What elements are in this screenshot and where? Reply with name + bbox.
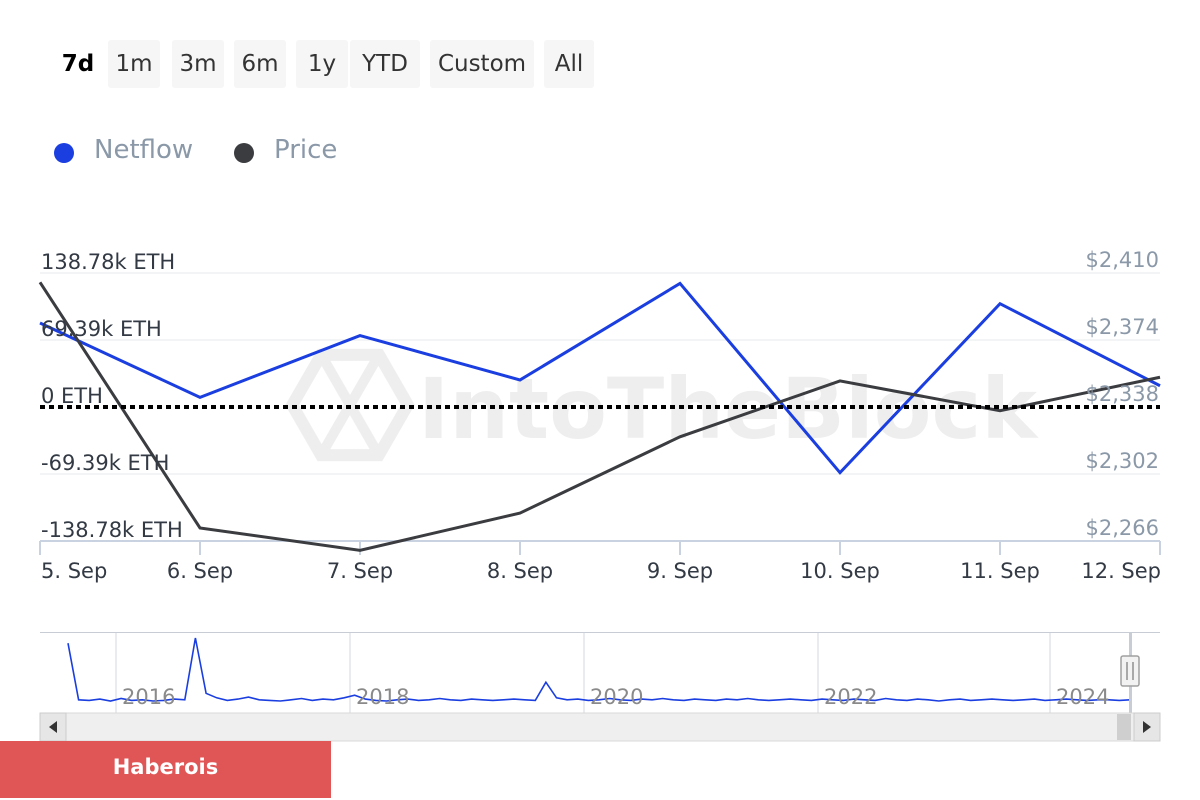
range-all-button[interactable]: All xyxy=(544,40,594,88)
range-custom-button[interactable]: Custom xyxy=(430,40,534,88)
navigator-year-label: 2024 xyxy=(1056,685,1109,709)
x-tick-label: 11. Sep xyxy=(960,559,1040,583)
range-1m-button[interactable]: 1m xyxy=(108,40,160,88)
y-left-tick-label: 0 ETH xyxy=(41,384,103,408)
legend-item-netflow[interactable]: Netflow xyxy=(54,130,224,170)
scroll-right-button[interactable] xyxy=(1133,712,1161,742)
legend-swatch-price xyxy=(234,143,254,163)
range-6m-button[interactable]: 6m xyxy=(234,40,286,88)
x-tick-label: 8. Sep xyxy=(487,559,553,583)
legend-label-price: Price xyxy=(274,135,338,165)
range-ytd-button[interactable]: YTD xyxy=(350,40,420,88)
x-tick-label: 5. Sep xyxy=(41,559,107,583)
legend-swatch-netflow xyxy=(54,143,74,163)
navigator: 2016 2018 2020 2022 2024 xyxy=(39,632,1161,742)
navigator-year-label: 2020 xyxy=(590,685,643,709)
range-7d-button[interactable]: 7d xyxy=(54,40,102,88)
navigator-grid xyxy=(115,633,1051,713)
y-left-tick-label: 69.39k ETH xyxy=(41,317,162,341)
navigator-series-line xyxy=(67,637,1131,702)
legend-item-price[interactable]: Price xyxy=(234,130,374,170)
x-tick-label: 6. Sep xyxy=(167,559,233,583)
plot-area xyxy=(38,281,1161,552)
navigator-scrollbar-track[interactable] xyxy=(39,712,1161,742)
grid xyxy=(39,272,1161,555)
navigator-handle[interactable] xyxy=(1120,655,1140,687)
range-3m-button[interactable]: 3m xyxy=(172,40,224,88)
navigator-year-label: 2018 xyxy=(356,685,409,709)
y-right-tick-label: $2,266 xyxy=(1086,516,1159,540)
y-left-tick-label: 138.78k ETH xyxy=(41,250,175,274)
y-right-tick-label: $2,302 xyxy=(1086,449,1159,473)
y-right-tick-label: $2,374 xyxy=(1086,315,1159,339)
series-line-netflow xyxy=(39,281,1161,475)
y-left-tick-label: -138.78k ETH xyxy=(41,518,183,542)
scroll-left-button[interactable] xyxy=(39,712,67,742)
x-tick-label: 7. Sep xyxy=(327,559,393,583)
navigator-top-border xyxy=(40,632,1160,633)
x-tick-label: 12. Sep xyxy=(1081,559,1161,583)
source-banner: Haberois xyxy=(0,741,331,798)
navigator-year-label: 2016 xyxy=(122,685,175,709)
axis-labels: 138.78k ETH 69.39k ETH 0 ETH -69.39k ETH -13… xyxy=(41,248,1161,583)
range-1y-button[interactable]: 1y xyxy=(296,40,348,88)
navigator-year-labels: 2016 2018 2020 2022 2024 xyxy=(122,685,1109,709)
y-right-tick-label: $2,410 xyxy=(1086,248,1159,272)
navigator-scrollbar-thumb[interactable] xyxy=(1117,714,1131,740)
legend-label-netflow: Netflow xyxy=(94,135,194,165)
x-tick-label: 9. Sep xyxy=(647,559,713,583)
series-line-price xyxy=(38,281,1161,552)
navigator-year-label: 2022 xyxy=(824,685,877,709)
y-left-tick-label: -69.39k ETH xyxy=(41,451,169,475)
y-right-tick-label: $2,338 xyxy=(1086,382,1159,406)
x-tick-label: 10. Sep xyxy=(800,559,880,583)
